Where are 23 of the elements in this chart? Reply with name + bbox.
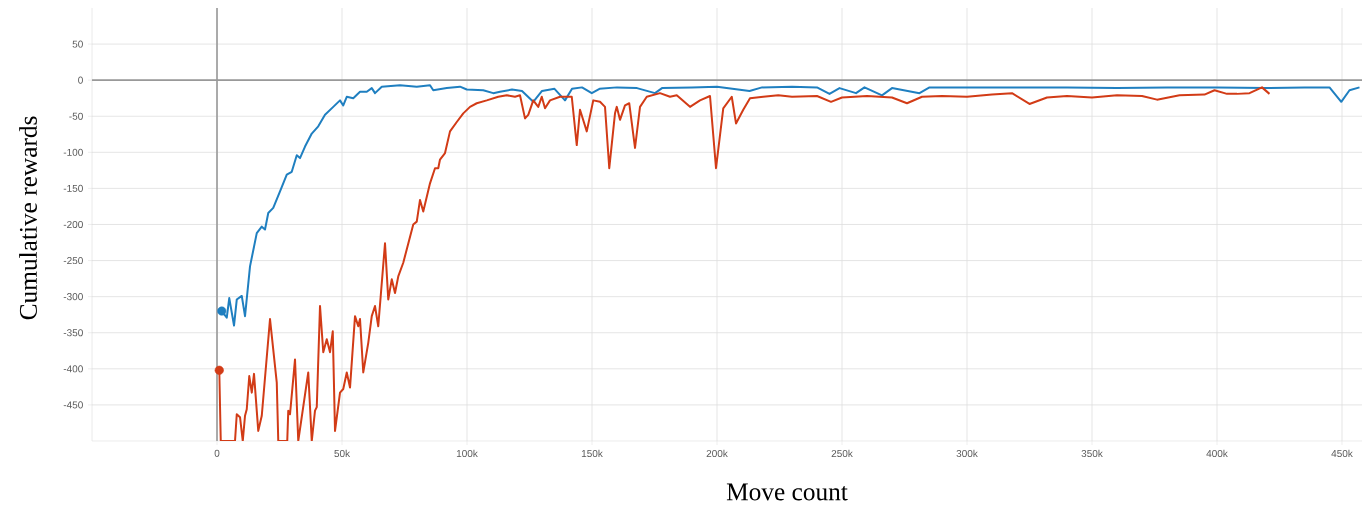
x-tick-label: 300k: [956, 449, 978, 458]
x-axis-title: Move count: [726, 483, 848, 501]
y-tick-label: -50: [69, 112, 83, 120]
y-tick-label: -250: [63, 257, 83, 265]
x-tick-label: 200k: [706, 449, 728, 458]
x-tick-label: 0: [214, 449, 220, 457]
y-tick-label: -150: [63, 184, 83, 192]
y-tick-label: -450: [63, 401, 83, 409]
x-tick-label: 350k: [1081, 449, 1103, 458]
x-tick-label: 100k: [456, 449, 478, 458]
y-tick-label: -350: [63, 329, 83, 337]
y-tick-label: -300: [63, 293, 83, 301]
x-tick-label: 250k: [831, 449, 853, 458]
x-tick-label: 50k: [334, 449, 351, 458]
y-tick-label: -100: [63, 148, 83, 156]
y-tick-label: 0: [78, 76, 83, 84]
y-tick-label: -200: [63, 220, 83, 229]
y-tick-label: -400: [63, 365, 83, 373]
x-tick-label: 450k: [1331, 449, 1353, 458]
x-tick-label: 400k: [1206, 449, 1228, 458]
x-tick-label: 150k: [581, 449, 603, 458]
y-axis-title: Cumulative rewards: [19, 116, 37, 320]
y-tick-label: 50: [72, 40, 83, 48]
